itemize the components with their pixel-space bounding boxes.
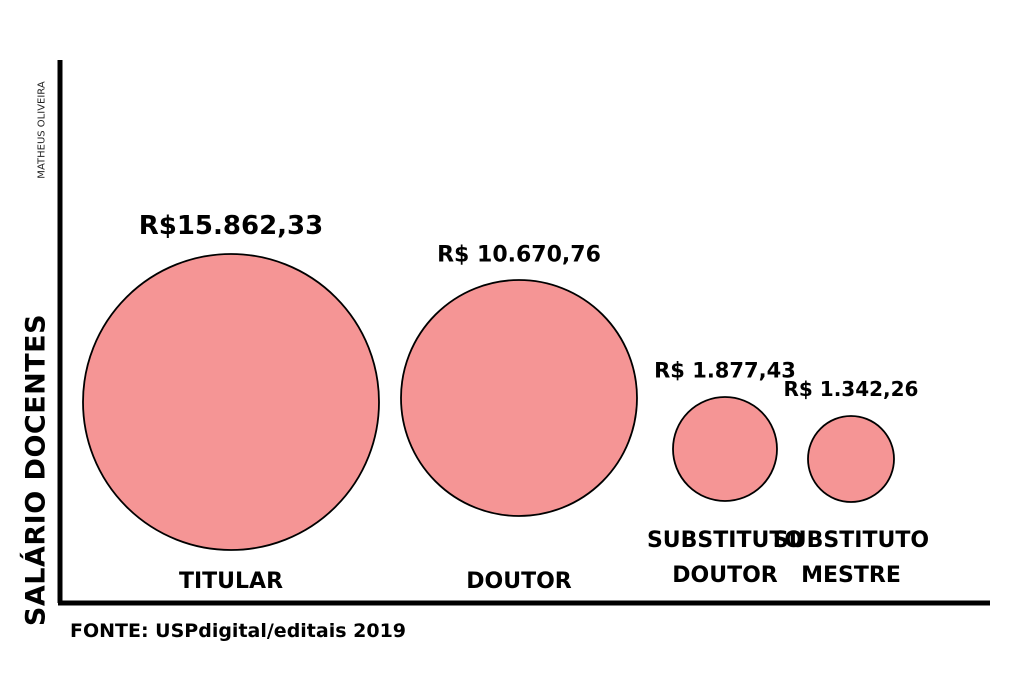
value-label-0: R$15.862,33	[139, 211, 324, 241]
category-label-3-0: SUBSTITUTO	[773, 528, 929, 553]
value-label-3: R$ 1.342,26	[784, 377, 919, 401]
bubble-0	[82, 253, 380, 551]
category-label-0-0: TITULAR	[179, 569, 283, 594]
category-label-2-0: SUBSTITUTO	[647, 528, 803, 553]
bubble-2	[672, 396, 778, 502]
bubble-3	[807, 415, 895, 503]
category-label-2-1: DOUTOR	[672, 563, 778, 588]
y-axis-label: SALÁRIO DOCENTES	[20, 313, 52, 627]
source-note: FONTE: USPdigital/editais 2019	[70, 620, 407, 642]
bubble-1	[400, 279, 638, 517]
category-label-1-0: DOUTOR	[466, 569, 572, 594]
value-label-2: R$ 1.877,43	[654, 358, 796, 382]
author-credit: MATHEUS OLIVEIRA	[36, 81, 48, 179]
category-label-3-1: MESTRE	[801, 563, 901, 588]
value-label-1: R$ 10.670,76	[437, 243, 601, 268]
